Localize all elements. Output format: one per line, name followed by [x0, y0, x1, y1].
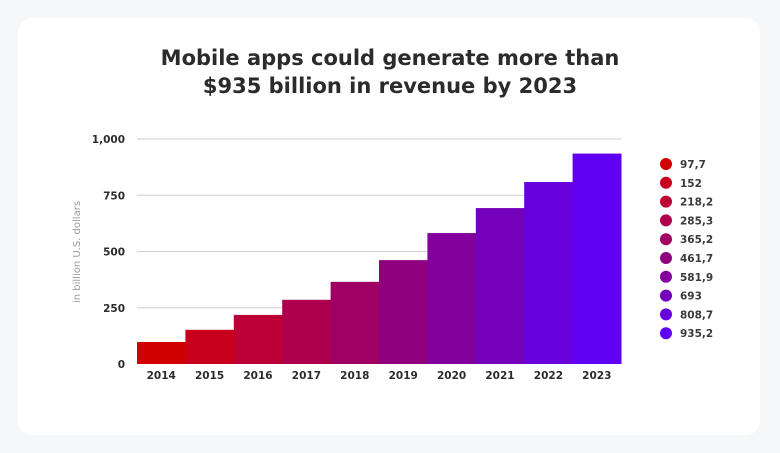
legend-swatch [660, 308, 672, 321]
legend-label: 581,9 [680, 272, 713, 284]
chart-title: Mobile apps could generate more than $93… [0, 44, 780, 100]
legend-swatch [660, 270, 672, 283]
legend-label: 365,2 [680, 234, 713, 246]
y-tick-label: 750 [103, 190, 125, 202]
y-tick-label: 0 [118, 359, 125, 371]
x-tick-label: 2022 [534, 370, 563, 382]
bar-2017 [282, 299, 332, 364]
legend-swatch [660, 214, 672, 227]
legend-label: 218,2 [680, 197, 713, 209]
chart-title-line-1: Mobile apps could generate more than [160, 46, 620, 70]
legend-label: 97,7 [680, 159, 706, 171]
legend-swatch [660, 233, 672, 246]
legend-swatch [660, 195, 672, 208]
bar-2023 [572, 153, 622, 364]
chart-card [18, 18, 760, 435]
legend-swatch [660, 289, 672, 302]
x-tick-label: 2020 [437, 370, 466, 382]
x-tick-label: 2018 [340, 370, 369, 382]
y-axis-label: in billion U.S. dollars [72, 201, 83, 303]
x-tick-label: 2016 [243, 370, 272, 382]
x-tick-label: 2019 [389, 370, 418, 382]
bar-2022 [524, 182, 574, 364]
legend-label: 935,2 [680, 328, 713, 340]
bar-2016 [233, 314, 283, 364]
y-tick-label: 250 [103, 303, 125, 315]
bar-2019 [379, 260, 428, 364]
legend-swatch [660, 327, 672, 340]
x-tick-label: 2017 [292, 370, 321, 382]
y-tick-label: 500 [103, 247, 125, 259]
legend-label: 693 [680, 291, 702, 303]
bar-2014 [137, 342, 186, 364]
x-tick-label: 2014 [147, 370, 176, 382]
legend-label: 808,7 [680, 309, 713, 321]
legend-label: 461,7 [680, 253, 713, 265]
chart-title-line-2: $935 billion in revenue by 2023 [202, 74, 578, 98]
legend-swatch [660, 176, 672, 189]
legend-label: 285,3 [680, 215, 713, 227]
bar-2018 [330, 281, 380, 364]
bar-2015 [185, 329, 235, 364]
bar-2020 [427, 233, 477, 364]
bar-2021 [475, 208, 525, 364]
x-tick-label: 2015 [195, 370, 224, 382]
x-tick-label: 2021 [485, 370, 514, 382]
x-tick-label: 2023 [582, 370, 611, 382]
legend-label: 152 [680, 178, 702, 190]
legend-swatch [660, 252, 672, 264]
legend-swatch [660, 158, 672, 170]
y-tick-label: 1,000 [92, 134, 125, 146]
